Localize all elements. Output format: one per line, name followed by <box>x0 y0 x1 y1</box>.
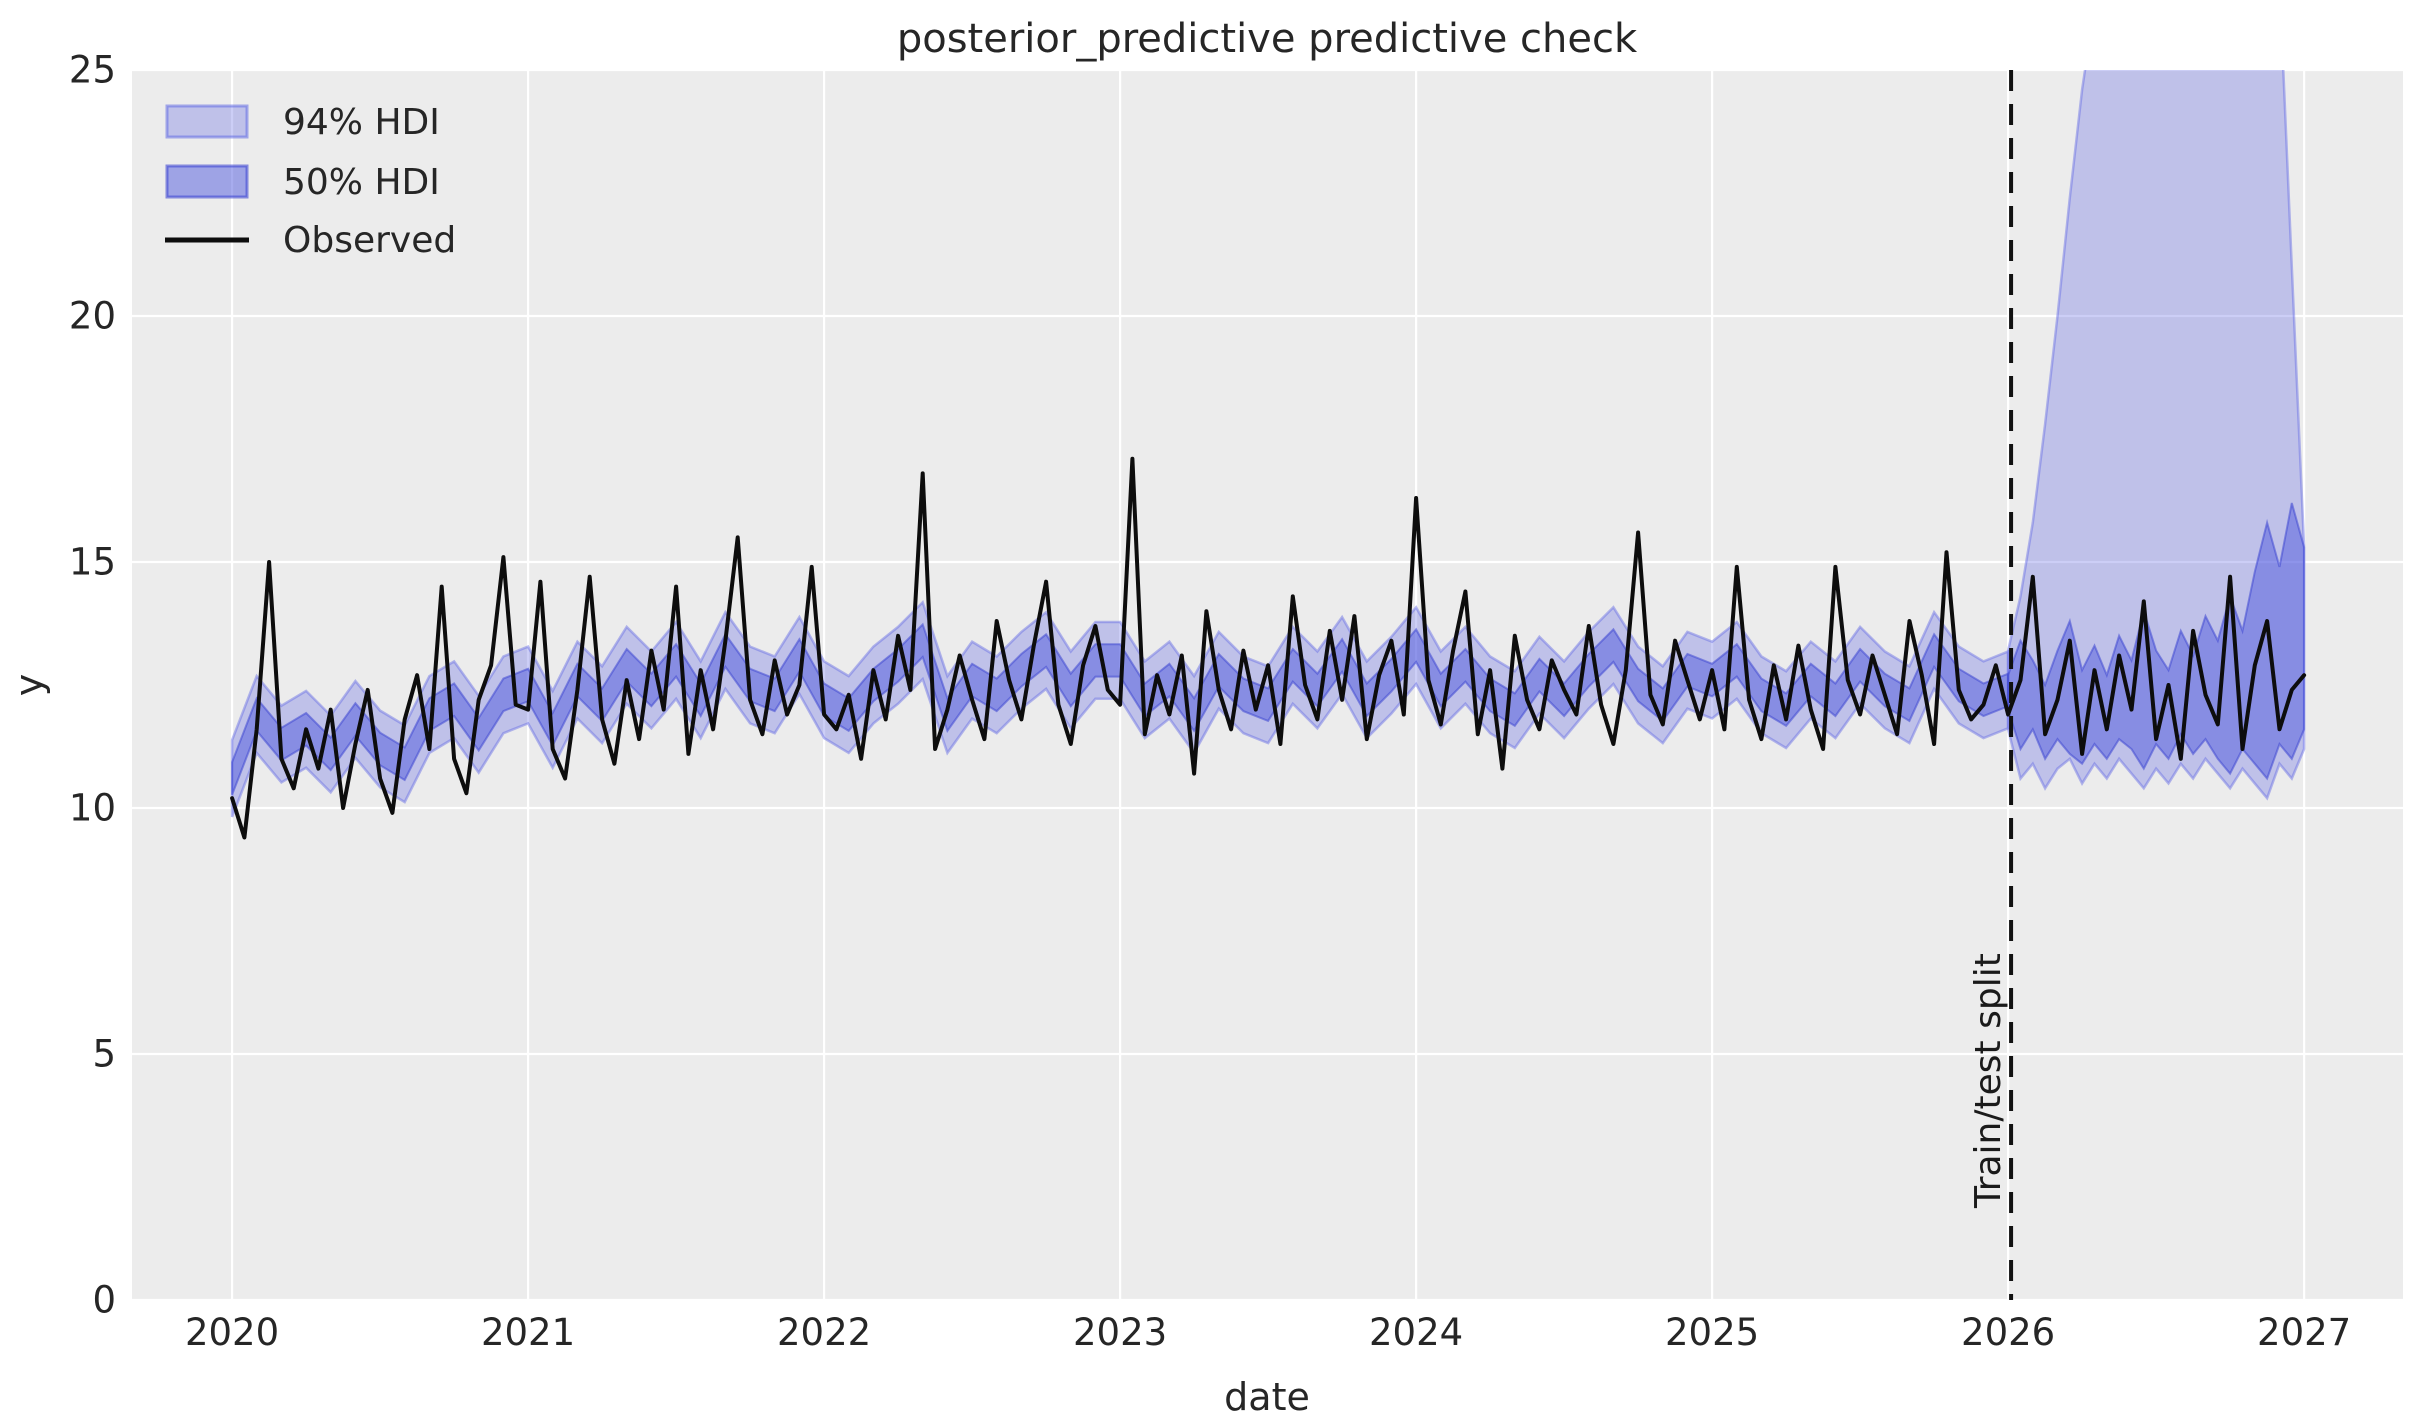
x-tick-2023: 2023 <box>1073 1311 1167 1354</box>
x-tick-2022: 2022 <box>777 1311 871 1354</box>
x-tick-2026: 2026 <box>1961 1311 2055 1354</box>
legend-label-observed: Observed <box>283 220 456 261</box>
legend: 94% HDI 50% HDI Observed <box>165 102 456 261</box>
legend-swatch-94-hdi <box>165 104 249 139</box>
y-tick-15: 15 <box>69 541 116 584</box>
y-tick-0: 0 <box>92 1279 116 1322</box>
legend-label-50-hdi: 50% HDI <box>283 162 440 203</box>
y-tick-10: 10 <box>69 787 116 830</box>
y-tick-20: 20 <box>69 295 116 338</box>
hdi50-band-forecast <box>2007 502 2306 781</box>
y-tick-5: 5 <box>92 1033 116 1076</box>
x-tick-2027: 2027 <box>2257 1311 2351 1354</box>
series <box>230 70 2307 840</box>
legend-label-94-hdi: 94% HDI <box>283 102 440 143</box>
x-tick-2024: 2024 <box>1369 1311 1463 1354</box>
x-axis-label: date <box>1224 1375 1310 1419</box>
y-axis-tick-labels: 0 5 10 15 20 25 <box>69 49 116 1322</box>
legend-swatch-50-hdi <box>165 164 249 199</box>
train-test-split-label: Train/test split <box>1968 953 2009 1209</box>
chart-title: posterior_predictive predictive check <box>897 16 1638 62</box>
observed-line <box>230 456 2307 840</box>
x-tick-2025: 2025 <box>1665 1311 1759 1354</box>
y-tick-25: 25 <box>69 49 116 92</box>
x-tick-2020: 2020 <box>185 1311 279 1354</box>
x-axis-tick-labels: 2020 2021 2022 2023 2024 2025 2026 2027 <box>185 1311 2351 1354</box>
y-axis-label: y <box>7 674 51 697</box>
x-tick-2021: 2021 <box>481 1311 575 1354</box>
